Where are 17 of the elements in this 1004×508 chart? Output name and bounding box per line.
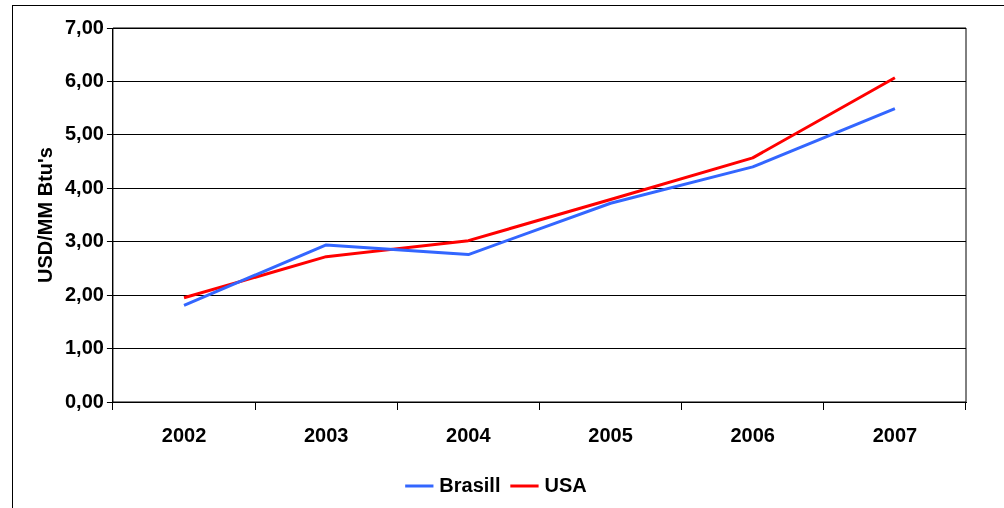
legend-label: USA (544, 473, 587, 496)
x-tick-label: 2003 (303, 423, 349, 446)
y-tick-label: 6,00 (64, 68, 104, 91)
y-tick-label: 2,00 (64, 282, 104, 305)
y-tick-label: 5,00 (64, 122, 104, 145)
y-tick-label: 3,00 (64, 229, 104, 252)
y-axis-title: USD/MM Btu's (33, 147, 56, 283)
x-tick-label: 2007 (872, 423, 918, 446)
x-tick-label: 2005 (588, 423, 633, 446)
x-tick-label: 2004 (446, 423, 492, 446)
x-tick-label: 2006 (730, 423, 775, 446)
y-tick-label: 4,00 (64, 175, 104, 198)
x-tick-label: 2002 (161, 423, 207, 446)
y-tick-label: 7,00 (64, 15, 104, 38)
y-tick-label: 0,00 (64, 389, 104, 412)
y-tick-label: 1,00 (64, 336, 104, 359)
legend-label: Brasill (439, 473, 501, 496)
